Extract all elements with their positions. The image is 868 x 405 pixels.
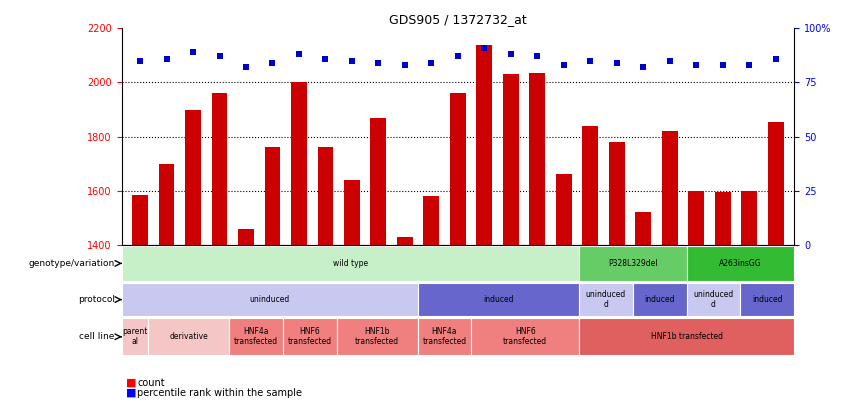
Point — [424, 60, 438, 66]
Point — [266, 60, 279, 66]
Text: protocol: protocol — [78, 295, 115, 304]
Text: wild type: wild type — [332, 259, 368, 268]
Text: uninduced
d: uninduced d — [694, 290, 733, 309]
Text: parent
al: parent al — [122, 327, 148, 347]
Bar — [687, 246, 794, 281]
Bar — [579, 283, 633, 316]
Bar — [344, 180, 360, 245]
Point — [372, 60, 385, 66]
Bar — [212, 93, 227, 245]
Bar — [579, 246, 687, 281]
Point — [239, 64, 253, 70]
Text: ■: ■ — [126, 388, 136, 398]
Point — [398, 62, 411, 68]
Point — [610, 60, 624, 66]
Point — [557, 62, 571, 68]
Text: cell line: cell line — [79, 332, 115, 341]
Bar — [122, 246, 579, 281]
Bar — [265, 147, 280, 245]
Bar — [318, 147, 333, 245]
Text: induced: induced — [483, 295, 514, 304]
Point — [716, 62, 730, 68]
Bar — [477, 45, 492, 245]
Text: induced: induced — [752, 295, 783, 304]
Point — [319, 55, 332, 62]
Title: GDS905 / 1372732_at: GDS905 / 1372732_at — [389, 13, 527, 26]
Text: HNF1b transfected: HNF1b transfected — [651, 332, 722, 341]
Bar — [579, 318, 794, 355]
Bar — [122, 318, 148, 355]
Point — [292, 51, 306, 58]
Text: induced: induced — [644, 295, 675, 304]
Bar — [418, 283, 579, 316]
Bar — [424, 196, 439, 245]
Bar — [688, 191, 704, 245]
Bar — [608, 142, 625, 245]
Point — [530, 53, 544, 60]
Point — [213, 53, 227, 60]
Text: HNF4a
transfected: HNF4a transfected — [234, 327, 278, 347]
Bar — [418, 318, 471, 355]
Bar — [238, 228, 254, 245]
Bar — [582, 126, 598, 245]
Bar — [159, 164, 174, 245]
Bar — [122, 283, 418, 316]
Point — [663, 58, 677, 64]
Point — [133, 58, 147, 64]
Point — [345, 58, 358, 64]
Point — [742, 62, 756, 68]
Text: derivative: derivative — [169, 332, 208, 341]
Point — [186, 49, 200, 55]
Text: genotype/variation: genotype/variation — [29, 259, 115, 268]
Text: count: count — [137, 378, 165, 388]
Text: uninduced
d: uninduced d — [586, 290, 626, 309]
Point — [583, 58, 597, 64]
Bar — [450, 93, 466, 245]
Bar — [471, 318, 579, 355]
Bar — [148, 318, 229, 355]
Bar — [337, 318, 418, 355]
Bar — [371, 117, 386, 245]
Text: percentile rank within the sample: percentile rank within the sample — [137, 388, 302, 398]
Bar — [767, 122, 784, 245]
Text: HNF4a
transfected: HNF4a transfected — [423, 327, 466, 347]
Text: ■: ■ — [126, 378, 136, 388]
Text: HNF6
transfected: HNF6 transfected — [288, 327, 332, 347]
Bar — [661, 131, 678, 245]
Point — [769, 55, 783, 62]
Bar — [229, 318, 283, 355]
Bar — [687, 283, 740, 316]
Bar — [291, 83, 307, 245]
Bar — [503, 75, 519, 245]
Point — [689, 62, 703, 68]
Bar — [397, 237, 413, 245]
Point — [504, 51, 518, 58]
Point — [477, 45, 491, 51]
Text: HNF6
transfected: HNF6 transfected — [503, 327, 547, 347]
Bar — [529, 73, 545, 245]
Point — [451, 53, 465, 60]
Bar — [714, 192, 731, 245]
Bar — [283, 318, 337, 355]
Text: P328L329del: P328L329del — [608, 259, 658, 268]
Bar — [740, 283, 794, 316]
Bar — [633, 283, 687, 316]
Text: A263insGG: A263insGG — [719, 259, 762, 268]
Bar — [185, 109, 201, 245]
Point — [636, 64, 650, 70]
Bar — [741, 191, 757, 245]
Bar — [635, 212, 651, 245]
Bar — [132, 195, 148, 245]
Text: uninduced: uninduced — [249, 295, 290, 304]
Point — [160, 55, 174, 62]
Bar — [556, 175, 572, 245]
Text: HNF1b
transfected: HNF1b transfected — [355, 327, 399, 347]
